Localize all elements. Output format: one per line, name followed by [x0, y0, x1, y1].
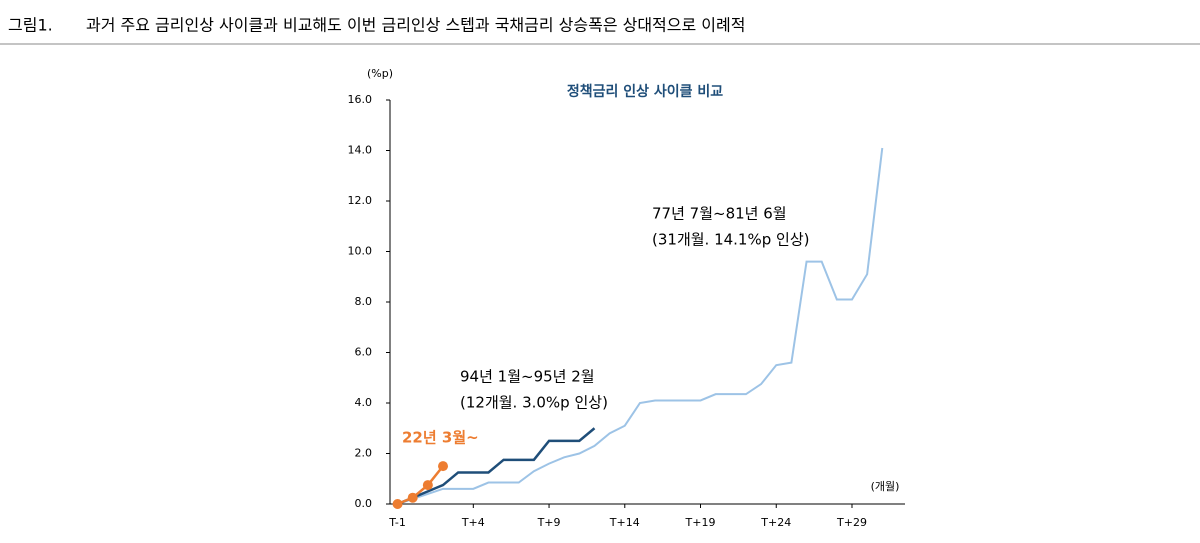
point	[392, 499, 403, 509]
y-tick-label: 16.0	[348, 93, 373, 106]
y-tick-label: 8.0	[355, 295, 373, 308]
y-tick-label: 0.0	[355, 497, 373, 510]
y-tick-label: 14.0	[348, 144, 373, 157]
x-tick-label: T+9	[537, 516, 561, 529]
y-tick-label: 4.0	[355, 396, 373, 409]
x-tick-label: T+4	[461, 516, 485, 529]
point	[438, 461, 449, 472]
y-unit: (%p)	[367, 67, 393, 80]
series-line	[397, 427, 596, 506]
x-tick-label: T+19	[685, 516, 716, 529]
x-tick-label: T+29	[836, 516, 867, 529]
annotation: (31개월. 14.1%p 인상)	[652, 231, 809, 249]
series-line	[397, 147, 884, 505]
point	[407, 492, 418, 503]
y-tick-label: 10.0	[348, 245, 373, 258]
y-tick-label: 12.0	[348, 194, 373, 207]
x-tick-label: T-1	[388, 516, 406, 529]
annotation: (12개월. 3.0%p 인상)	[460, 394, 608, 412]
chart-title: 정책금리 인상 사이클 비교	[567, 83, 723, 100]
y-tick-label: 2.0	[355, 447, 373, 460]
point	[422, 480, 433, 491]
annotation: 77년 7월~81년 6월	[652, 205, 787, 223]
x-tick-label: T+14	[609, 516, 640, 529]
x-unit: (개월)	[871, 480, 900, 493]
x-tick-label: T+24	[760, 516, 791, 529]
annotation: 94년 1월~95년 2월	[460, 368, 595, 386]
annotation: 22년 3월~	[402, 429, 479, 447]
y-tick-label: 6.0	[355, 346, 373, 359]
figure-label: 그림1.	[8, 16, 53, 35]
series-line	[397, 465, 444, 506]
figure-title: 과거 주요 금리인상 사이클과 비교해도 이번 금리인상 스텝과 국채금리 상승…	[86, 16, 745, 35]
